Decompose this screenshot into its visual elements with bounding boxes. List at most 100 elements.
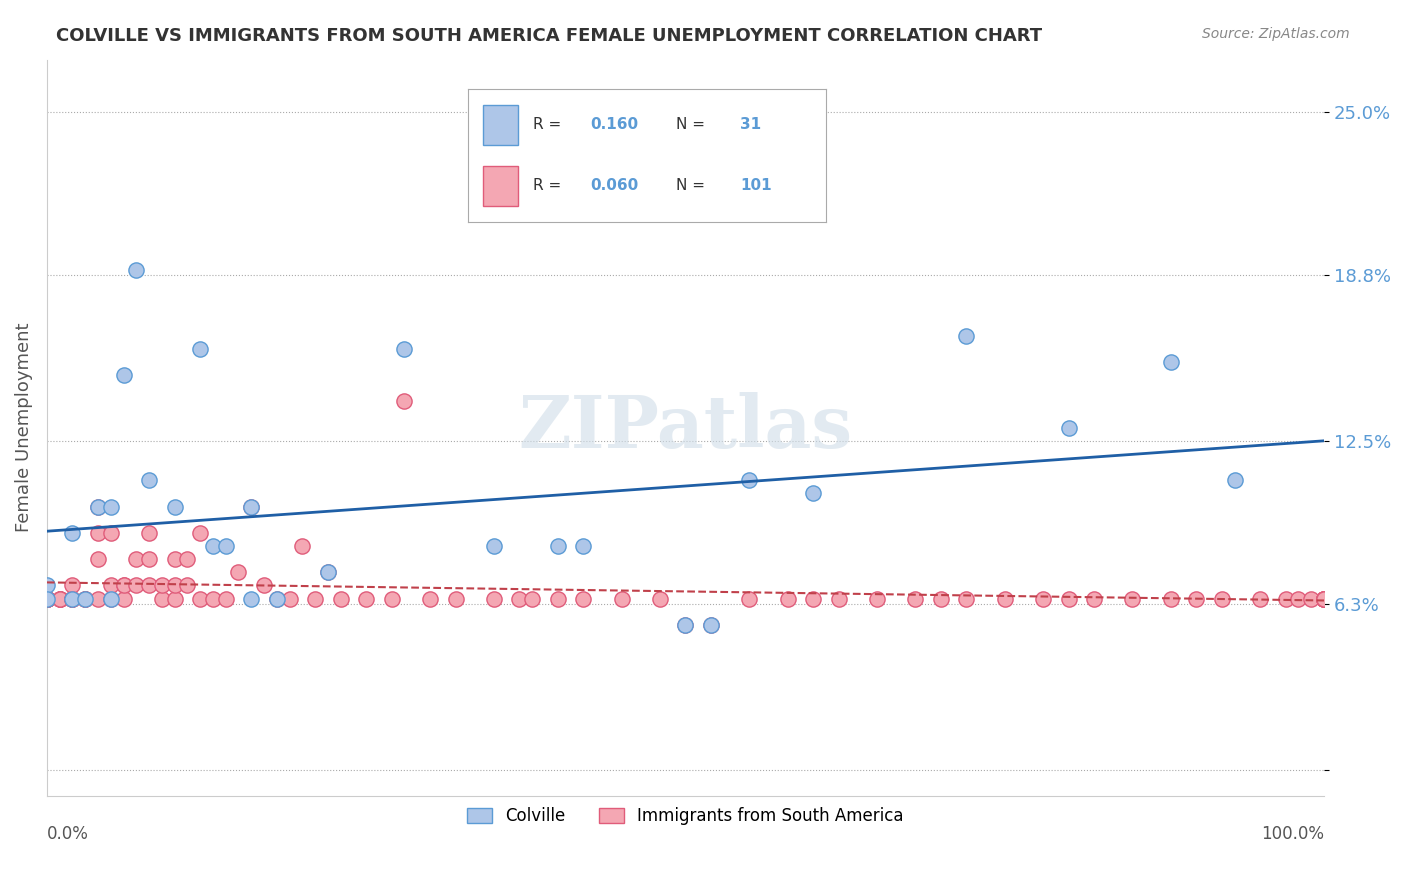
Point [522,591,544,606]
Point [163,552,186,566]
Point [228,566,250,580]
Point [738,473,761,487]
Point [675,618,697,632]
Point [35,591,58,606]
Point [75,591,97,606]
Point [1288,591,1310,606]
Point [610,591,633,606]
Point [1160,355,1182,369]
Point [1301,591,1323,606]
Point [904,591,927,606]
Point [482,539,505,553]
Point [138,552,160,566]
Text: ZIPatlas: ZIPatlas [519,392,852,463]
Point [188,342,211,356]
Point [100,500,122,514]
Point [700,618,723,632]
Point [188,525,211,540]
Point [150,591,173,606]
Point [1223,473,1246,487]
Text: COLVILLE VS IMMIGRANTS FROM SOUTH AMERICA FEMALE UNEMPLOYMENT CORRELATION CHART: COLVILLE VS IMMIGRANTS FROM SOUTH AMERIC… [56,27,1042,45]
Point [48,591,70,606]
Point [700,618,723,632]
Point [1313,591,1336,606]
Point [35,591,58,606]
Point [35,591,58,606]
Text: 100.0%: 100.0% [1261,825,1324,843]
Point [955,328,977,343]
Point [35,591,58,606]
Point [266,591,288,606]
Point [1057,421,1080,435]
Point [100,578,122,592]
Point [125,578,148,592]
Point [176,578,198,592]
Point [100,591,122,606]
Point [188,591,211,606]
Point [547,539,569,553]
Point [150,578,173,592]
Point [394,342,416,356]
Point [35,578,58,592]
Point [994,591,1017,606]
Point [1313,591,1336,606]
Point [675,618,697,632]
Text: Source: ZipAtlas.com: Source: ZipAtlas.com [1202,27,1350,41]
Point [482,591,505,606]
Point [419,591,441,606]
Point [1032,591,1054,606]
Point [75,591,97,606]
Point [304,591,326,606]
Text: 0.0%: 0.0% [46,825,89,843]
Point [138,473,160,487]
Point [329,591,352,606]
Point [87,500,110,514]
Point [75,591,97,606]
Point [1185,591,1208,606]
Point [776,591,799,606]
Point [394,394,416,409]
Point [444,591,467,606]
Point [138,525,160,540]
Point [801,591,824,606]
Point [278,591,301,606]
Point [125,263,148,277]
Point [215,539,238,553]
Point [1313,591,1336,606]
Point [354,591,377,606]
Point [828,591,851,606]
Point [62,591,84,606]
Point [1121,591,1143,606]
Point [87,591,110,606]
Point [176,552,198,566]
Point [35,591,58,606]
Point [163,578,186,592]
Point [125,552,148,566]
Point [1249,591,1271,606]
Point [381,591,404,606]
Point [48,591,70,606]
Point [62,525,84,540]
Point [1160,591,1182,606]
Point [87,552,110,566]
Point [112,368,135,383]
Point [62,591,84,606]
Point [75,591,97,606]
Point [240,500,263,514]
Point [1313,591,1336,606]
Point [35,591,58,606]
Point [1274,591,1296,606]
Point [1211,591,1233,606]
Point [112,591,135,606]
Y-axis label: Female Unemployment: Female Unemployment [15,323,32,533]
Point [163,591,186,606]
Point [572,591,595,606]
Point [35,591,58,606]
Point [100,525,122,540]
Point [201,591,224,606]
Point [1057,591,1080,606]
Point [738,591,761,606]
Point [112,578,135,592]
Point [35,591,58,606]
Point [1313,591,1336,606]
